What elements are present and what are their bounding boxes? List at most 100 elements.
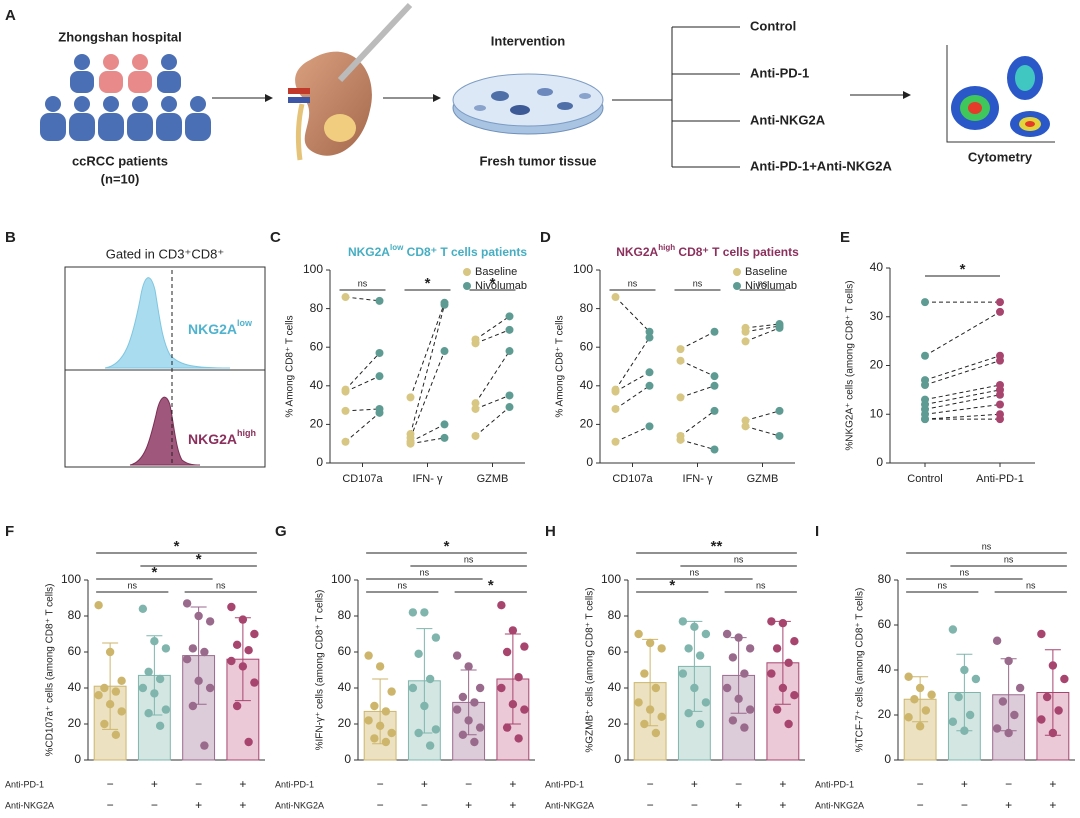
pair-line <box>745 323 780 329</box>
data-point <box>375 662 385 671</box>
significance-label: * <box>669 577 675 594</box>
y-tick-label: 60 <box>878 617 892 631</box>
significance-label: ns <box>960 567 970 577</box>
data-point <box>375 296 384 305</box>
condition-sign: − <box>465 777 472 791</box>
condition-label: Anti-NKG2A <box>5 800 54 810</box>
population-label: NKG2Alow <box>188 318 253 336</box>
data-point <box>440 300 449 309</box>
cytometry-icon <box>946 45 1055 143</box>
data-point <box>520 705 529 714</box>
data-point <box>431 725 441 734</box>
data-point <box>996 390 1004 399</box>
data-point <box>375 408 384 417</box>
significance-label: * <box>490 275 496 292</box>
y-tick-label: 0 <box>344 752 351 766</box>
y-tick-label: 0 <box>586 455 593 469</box>
data-point <box>200 741 209 750</box>
data-point <box>701 698 711 707</box>
x-tick-label: CD107a <box>612 473 653 485</box>
y-tick-label: 80 <box>338 608 352 622</box>
data-point <box>775 406 784 415</box>
data-point <box>734 633 743 642</box>
people-icon <box>40 54 211 141</box>
data-point <box>996 415 1004 424</box>
y-axis-label: % Among CD8⁺ T cells <box>555 315 566 417</box>
pair-line <box>680 385 715 398</box>
gate-title: Gated in CD3⁺CD8⁺ <box>106 246 225 261</box>
pair-line <box>345 296 380 302</box>
data-point <box>375 348 384 357</box>
data-point <box>790 691 799 700</box>
data-point <box>948 625 958 634</box>
data-point <box>772 644 782 653</box>
y-tick-label: 20 <box>68 716 82 730</box>
y-tick-label: 100 <box>331 572 351 586</box>
data-point <box>778 619 788 628</box>
significance-label: * <box>151 564 157 581</box>
y-tick-label: 20 <box>580 417 594 431</box>
condition-sign: + <box>1049 798 1056 812</box>
data-point <box>505 391 514 400</box>
y-tick-label: 0 <box>876 455 883 469</box>
significance-label: ** <box>711 538 723 555</box>
data-point <box>921 381 929 389</box>
data-point <box>502 647 512 657</box>
y-tick-label: 40 <box>310 378 324 392</box>
pair-line <box>680 331 715 350</box>
data-point <box>996 356 1004 365</box>
pair-line <box>475 315 510 340</box>
label-main: NKG2A <box>188 431 237 447</box>
arm-label: Anti-PD-1+Anti-NKG2A <box>750 158 893 173</box>
y-tick-label: 0 <box>614 752 621 766</box>
data-point <box>464 716 473 725</box>
y-axis-label: % Among CD8⁺ T cells <box>285 315 296 417</box>
data-point <box>155 721 165 730</box>
data-point <box>1048 661 1058 670</box>
data-point <box>502 723 512 732</box>
data-point <box>992 636 1002 645</box>
panel-letter: E <box>840 229 850 246</box>
data-point <box>651 683 661 693</box>
y-tick-label: 60 <box>608 644 622 658</box>
pair-line <box>924 413 1001 420</box>
data-point <box>406 439 415 448</box>
data-point <box>676 393 685 402</box>
panel-letter: G <box>275 523 287 540</box>
condition-sign: + <box>509 798 516 812</box>
data-point <box>634 629 643 639</box>
kidney-icon <box>288 2 413 161</box>
data-point <box>611 293 620 302</box>
pair-line <box>615 337 650 390</box>
data-point <box>250 678 259 687</box>
data-point <box>452 651 462 660</box>
data-point <box>381 737 391 747</box>
tissue: Fresh tumor tissue <box>479 153 596 168</box>
data-point <box>475 723 485 732</box>
y-tick-label: 0 <box>316 455 323 469</box>
data-point <box>200 647 209 657</box>
pair-line <box>745 327 780 342</box>
significance-label: ns <box>628 278 638 288</box>
data-point <box>205 617 215 626</box>
condition-sign: + <box>735 798 742 812</box>
panel-letter: B <box>5 229 16 246</box>
y-tick-label: 100 <box>303 262 323 276</box>
data-point <box>440 433 449 442</box>
condition-label: Anti-NKG2A <box>815 800 864 810</box>
panel-letter: F <box>5 523 14 540</box>
data-point <box>370 734 379 743</box>
data-point <box>710 327 719 336</box>
data-point <box>440 420 449 429</box>
data-point <box>921 706 931 715</box>
data-point <box>227 602 236 612</box>
patient-count: (n=10) <box>101 171 140 186</box>
legend-marker <box>733 282 741 290</box>
data-point <box>740 723 749 732</box>
data-point <box>205 683 215 693</box>
x-tick-label: GZMB <box>747 473 779 485</box>
data-point <box>741 337 750 346</box>
pair-line <box>410 423 445 443</box>
condition-sign: − <box>647 777 654 791</box>
significance-label: ns <box>690 567 700 577</box>
